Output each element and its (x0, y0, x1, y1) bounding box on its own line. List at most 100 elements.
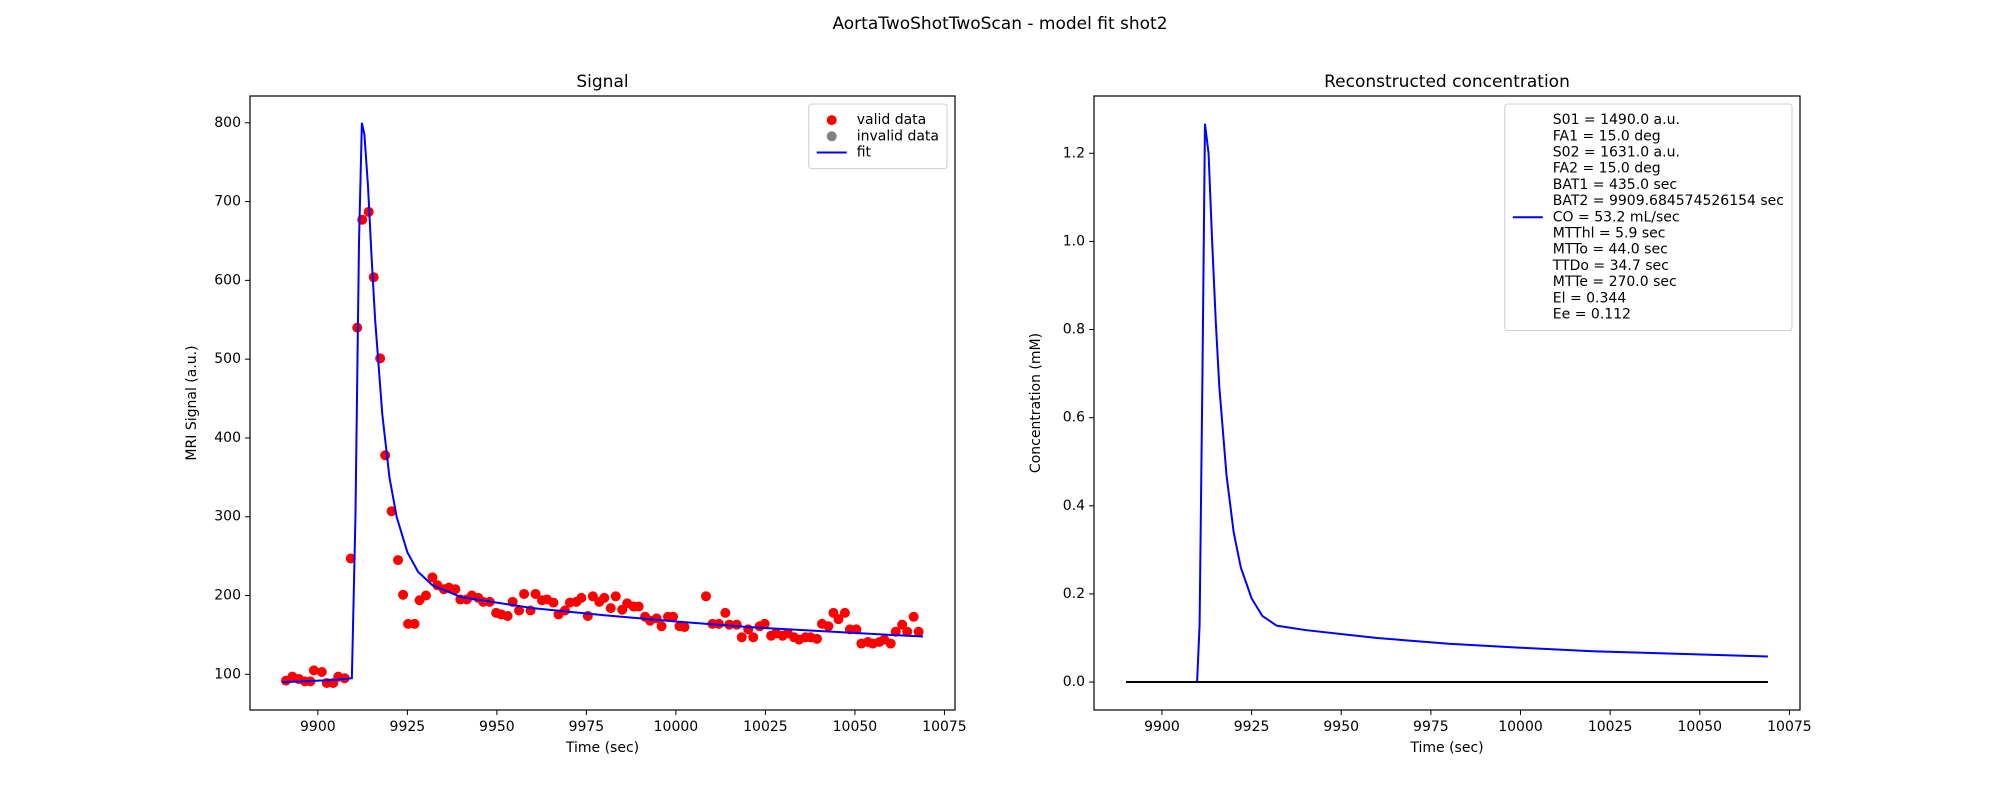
y-tick-label: 800 (214, 115, 241, 131)
x-tick-label: 10075 (922, 719, 967, 735)
y-axis-label: Concentration (mM) (1028, 333, 1044, 473)
x-tick-label: 10050 (1678, 719, 1723, 735)
y-tick-label: 300 (214, 509, 241, 525)
y-tick-label: 0.0 (1063, 674, 1085, 690)
data-point (833, 614, 844, 625)
x-tick-label: 9975 (1413, 719, 1449, 735)
x-tick-label: 9900 (1144, 719, 1180, 735)
data-point (633, 601, 644, 612)
legend-label: MTThl = 5.9 sec (1553, 226, 1666, 242)
x-tick-label: 9950 (1323, 719, 1359, 735)
data-point (679, 622, 690, 633)
subplot-title: Reconstructed concentration (1324, 72, 1570, 92)
legend-box (1504, 103, 1793, 332)
legend-label: MTTo = 44.0 sec (1553, 242, 1668, 258)
legend-marker (826, 131, 837, 142)
data-point (380, 450, 391, 461)
x-tick-label: 10075 (1767, 719, 1812, 735)
data-point (427, 572, 438, 583)
data-point (519, 588, 530, 599)
y-tick-label: 1.2 (1063, 145, 1085, 161)
data-point (375, 353, 386, 364)
legend-label: MTTe = 270.0 sec (1553, 274, 1677, 290)
data-point (610, 591, 621, 602)
data-point (514, 605, 525, 616)
subplot: Signal Time (sec) MRI Signal (a.u.) 9900 992… (184, 72, 967, 756)
data-point (700, 591, 711, 602)
legend-label: El = 0.344 (1553, 290, 1627, 306)
data-point (731, 619, 742, 630)
data-point (913, 626, 924, 637)
x-tick-label: 9925 (390, 719, 426, 735)
y-tick-label: 100 (214, 666, 241, 682)
data-point (823, 621, 834, 632)
data-point (530, 588, 541, 599)
legend-label: BAT2 = 9909.684574526154 sec (1553, 193, 1784, 209)
legend-marker (826, 115, 837, 126)
y-tick-label: 1.0 (1063, 233, 1085, 249)
x-tick-label: 10000 (654, 719, 699, 735)
legend-label: valid data (857, 112, 927, 128)
x-tick-label: 9925 (1234, 719, 1270, 735)
data-point (656, 621, 667, 632)
x-tick-label: 10025 (1588, 719, 1633, 735)
data-point (450, 584, 461, 595)
data-point (548, 597, 559, 608)
data-point (345, 553, 356, 564)
y-tick-label: 0.8 (1063, 322, 1085, 338)
axes-frame (1093, 95, 1801, 711)
subplot-title: Signal (576, 72, 628, 92)
data-point (668, 611, 679, 622)
data-point (759, 618, 770, 629)
data-point (420, 590, 431, 601)
x-axis-label: Time (sec) (1409, 740, 1483, 756)
y-tick-label: 500 (214, 351, 241, 367)
data-point (908, 611, 919, 622)
y-tick-label: 0.4 (1063, 498, 1085, 514)
data-point (897, 619, 908, 630)
legend-label: fit (857, 145, 872, 161)
data-point (885, 638, 896, 649)
data-point (316, 666, 327, 677)
x-tick-label: 10025 (743, 719, 788, 735)
y-tick-label: 0.2 (1063, 586, 1085, 602)
fit-line (282, 122, 923, 684)
data-point (576, 592, 587, 603)
legend-label: S01 = 1490.0 a.u. (1553, 112, 1680, 128)
legend-label: BAT1 = 435.0 sec (1553, 177, 1677, 193)
x-tick-label: 10000 (1498, 719, 1543, 735)
x-tick-label: 9950 (479, 719, 515, 735)
data-point (605, 603, 616, 614)
fit-line (1126, 123, 1768, 684)
y-tick-label: 200 (214, 588, 241, 604)
data-point (599, 592, 610, 603)
x-axis-label: Time (sec) (565, 740, 639, 756)
x-tick-label: 10050 (833, 719, 878, 735)
legend-label: FA2 = 15.0 deg (1553, 161, 1661, 177)
data-point (502, 611, 513, 622)
legend-label: S02 = 1631.0 a.u. (1553, 145, 1680, 161)
data-point (748, 632, 759, 643)
legend-label: Ee = 0.112 (1553, 307, 1631, 323)
data-point (386, 506, 397, 517)
y-tick-label: 700 (214, 194, 241, 210)
legend-label: invalid data (857, 128, 939, 144)
data-point (308, 665, 319, 676)
x-tick-label: 9900 (300, 719, 336, 735)
data-point (398, 589, 409, 600)
data-point (720, 607, 731, 618)
subplot: Reconstructed concentration Time (sec) Con… (1028, 72, 1812, 756)
y-tick-label: 0.6 (1063, 410, 1085, 426)
legend-label: CO = 53.2 mL/sec (1553, 209, 1680, 225)
legend-label: FA1 = 15.0 deg (1553, 128, 1661, 144)
data-point (811, 633, 822, 644)
y-tick-label: 600 (214, 272, 241, 288)
x-tick-label: 9975 (569, 719, 605, 735)
axes-frame (249, 95, 956, 711)
data-point (902, 626, 913, 637)
data-point (736, 632, 747, 643)
y-axis-label: MRI Signal (a.u.) (184, 345, 200, 460)
